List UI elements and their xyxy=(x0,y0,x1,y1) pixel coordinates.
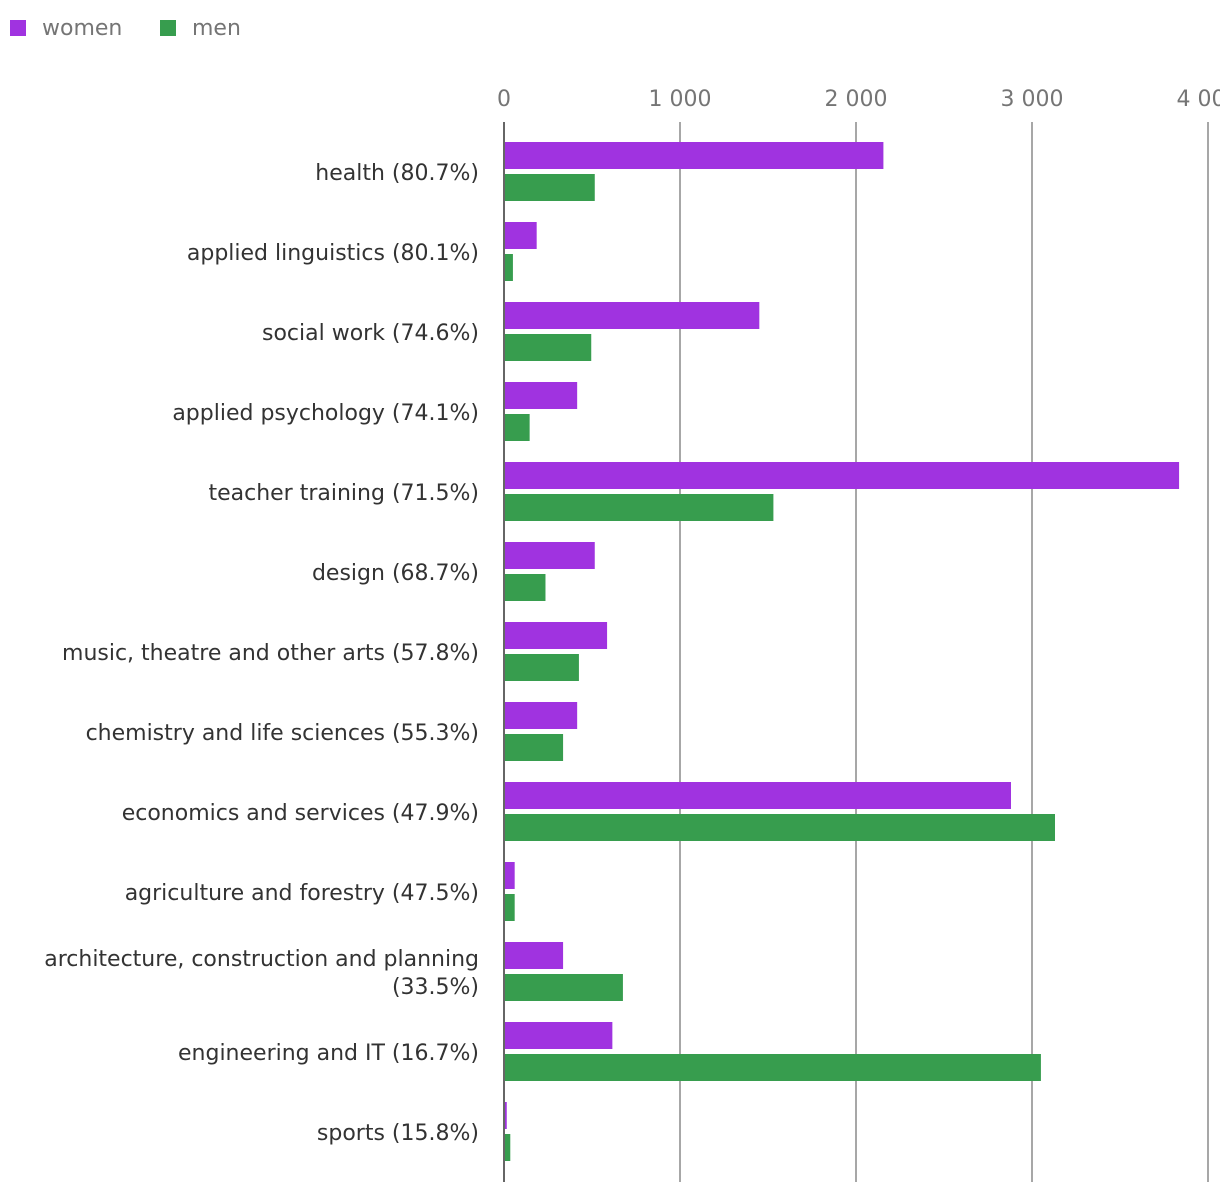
category-label-agriculture-and-forestry-47-5: agriculture and forestry (47.5%) xyxy=(125,881,479,906)
bar-men-engineering-and-it-16-7 xyxy=(505,1054,1041,1081)
category-label-social-work-74-6: social work (74.6%) xyxy=(262,321,479,346)
bar-men-social-work-74-6 xyxy=(505,334,592,361)
bar-women-economics-and-services-47-9 xyxy=(505,782,1011,809)
bar-women-teacher-training-71-5 xyxy=(505,462,1180,489)
category-label-design-68-7: design (68.7%) xyxy=(312,561,479,586)
category-label-sports-15-8: sports (15.8%) xyxy=(317,1121,479,1146)
bar-men-economics-and-services-47-9 xyxy=(505,814,1055,841)
bar-women-applied-linguistics-80-1 xyxy=(505,222,537,249)
bar-women-design-68-7 xyxy=(505,542,595,569)
x-tick-label-3-000: 3 000 xyxy=(1001,87,1064,112)
bar-women-health-80-7 xyxy=(505,142,884,169)
legend-label-men: men xyxy=(192,16,241,41)
bar-men-applied-psychology-74-1 xyxy=(505,414,530,441)
gridlines xyxy=(503,122,1209,1182)
bar-women-music-theatre-and-other-arts-57-8 xyxy=(505,622,608,649)
bar-women-social-work-74-6 xyxy=(505,302,760,329)
category-label-applied-linguistics-80-1: applied linguistics (80.1%) xyxy=(187,241,479,266)
category-label-engineering-and-it-16-7: engineering and IT (16.7%) xyxy=(178,1041,479,1066)
bar-men-music-theatre-and-other-arts-57-8 xyxy=(505,654,579,681)
bar-women-engineering-and-it-16-7 xyxy=(505,1022,613,1049)
category-label-chemistry-and-life-sciences-55-3: chemistry and life sciences (55.3%) xyxy=(86,721,479,746)
bar-men-architecture-construction-and-planning-33-5 xyxy=(505,974,623,1001)
bar-women-agriculture-and-forestry-47-5 xyxy=(505,862,515,889)
bar-women-chemistry-and-life-sciences-55-3 xyxy=(505,702,578,729)
bar-men-health-80-7 xyxy=(505,174,595,201)
bar-women-architecture-construction-and-planning-33-5 xyxy=(505,942,564,969)
bar-men-teacher-training-71-5 xyxy=(505,494,774,521)
category-label-architecture-construction-and-planning-33-5-line-1: architecture, construction and planning xyxy=(44,947,479,972)
x-axis-ticks: 0 1 000 2 000 3 000 4 000 xyxy=(497,87,1220,112)
bar-men-sports-15-8 xyxy=(505,1134,511,1161)
category-label-health-80-7: health (80.7%) xyxy=(315,161,479,186)
bar-men-design-68-7 xyxy=(505,574,546,601)
bar-men-agriculture-and-forestry-47-5 xyxy=(505,894,515,921)
category-labels: health (80.7%) applied linguistics (80.1%… xyxy=(44,161,479,1146)
x-tick-label-1-000: 1 000 xyxy=(649,87,712,112)
bar-women-sports-15-8 xyxy=(505,1102,507,1129)
bar-women-applied-psychology-74-1 xyxy=(505,382,578,409)
category-label-architecture-construction-and-planning-33-5-line-2: (33.5%) xyxy=(392,975,479,1000)
category-label-applied-psychology-74-1: applied psychology (74.1%) xyxy=(172,401,479,426)
bars xyxy=(505,142,1180,1161)
category-label-teacher-training-71-5: teacher training (71.5%) xyxy=(208,481,479,506)
bar-men-applied-linguistics-80-1 xyxy=(505,254,513,281)
x-tick-label-2-000: 2 000 xyxy=(825,87,888,112)
bar-men-chemistry-and-life-sciences-55-3 xyxy=(505,734,564,761)
legend: women men xyxy=(10,16,241,41)
legend-label-women: women xyxy=(42,16,122,41)
category-label-economics-and-services-47-9: economics and services (47.9%) xyxy=(122,801,479,826)
x-tick-label-4-000: 4 000 xyxy=(1177,87,1220,112)
category-label-music-theatre-and-other-arts-57-8: music, theatre and other arts (57.8%) xyxy=(62,641,479,666)
legend-swatch-women xyxy=(10,20,26,36)
legend-swatch-men xyxy=(160,20,176,36)
x-tick-label-0: 0 xyxy=(497,87,511,112)
